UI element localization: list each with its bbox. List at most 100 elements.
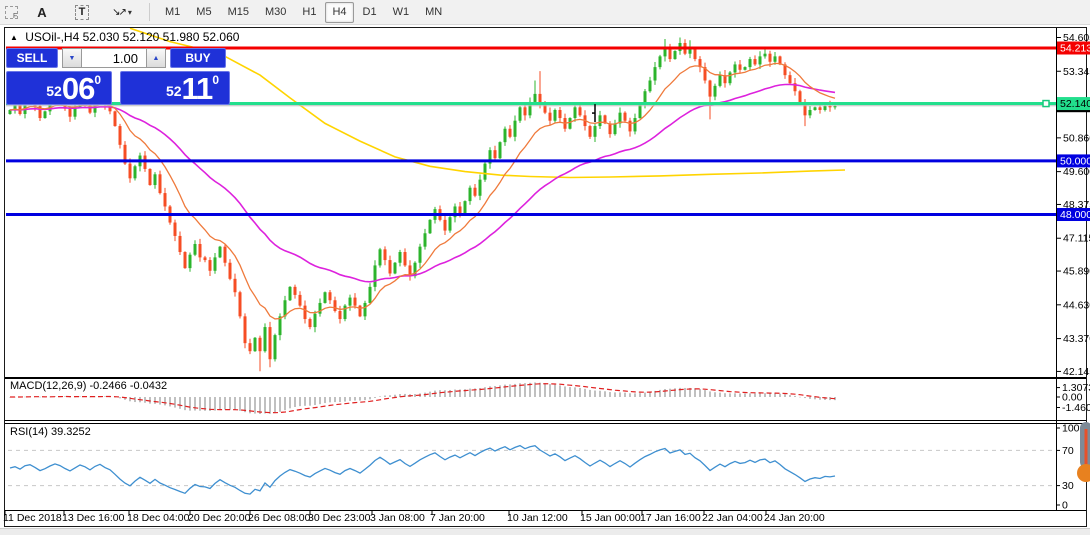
candle-body: [543, 104, 547, 113]
timeframe-button-w1[interactable]: W1: [392, 6, 410, 18]
time-tick-label: 3 Jan 08:00: [370, 512, 425, 524]
macd-histogram-bar: [819, 397, 821, 400]
candle-body: [113, 111, 117, 127]
candle-body: [193, 243, 197, 255]
arrows-tool-button[interactable]: ↘↗ ▾: [105, 1, 139, 23]
timeframe-button-h1[interactable]: H1: [302, 6, 317, 18]
macd-histogram-bar: [509, 384, 511, 397]
candle-body: [668, 48, 672, 60]
collapse-triangle-icon[interactable]: ▲: [10, 33, 18, 42]
volume-increase-button[interactable]: ▲: [146, 48, 166, 68]
volume-decrease-button[interactable]: ▼: [62, 48, 82, 68]
timeframe-button-m5[interactable]: M5: [196, 6, 212, 18]
macd-histogram-bar: [279, 397, 281, 412]
timeframe-button-d1[interactable]: D1: [362, 6, 377, 18]
candle-body: [163, 193, 167, 207]
candle-body: [353, 297, 357, 306]
macd-histogram-bar: [549, 384, 551, 397]
sell-price-prefix: 52: [46, 83, 62, 99]
macd-histogram-bar: [559, 385, 561, 397]
time-tick-label: 7 Jan 20:00: [430, 512, 485, 524]
timeframe-button-m30[interactable]: M30: [264, 6, 287, 18]
price-tick-label: 50.860: [1063, 132, 1090, 144]
price-tick-label: 45.890: [1063, 266, 1090, 278]
candle-body: [178, 235, 182, 253]
macd-histogram-bar: [619, 392, 621, 397]
macd-histogram-bar: [614, 392, 616, 397]
sell-price-display[interactable]: 52 06 0: [6, 71, 112, 105]
thermometer-icon[interactable]: [1076, 421, 1090, 483]
candle-body: [253, 337, 257, 352]
macd-signal-line: [10, 383, 836, 414]
price-line-label: 52.140: [1060, 98, 1090, 110]
candle-body: [478, 179, 482, 196]
candle-body: [323, 292, 327, 303]
candle-body: [498, 142, 502, 159]
candle-body: [748, 59, 752, 68]
candle-body: [558, 109, 562, 119]
candle-body: [363, 302, 367, 317]
candle-body: [428, 219, 432, 234]
candle-body: [383, 249, 387, 261]
line-drag-handle: [1042, 99, 1050, 108]
candle-body: [223, 246, 227, 263]
dashed-box-icon: [5, 6, 18, 19]
candle-body: [293, 286, 297, 295]
candle-body: [743, 67, 747, 70]
candle-body: [213, 257, 217, 271]
macd-histogram-bar: [24, 396, 26, 398]
macd-histogram-bar: [519, 383, 521, 397]
rsi-label: RSI(14) 39.3252: [10, 426, 91, 438]
buy-button[interactable]: BUY: [170, 48, 226, 68]
timeframe-button-mn[interactable]: MN: [425, 6, 443, 18]
macd-histogram-bar: [539, 382, 541, 397]
candle-body: [723, 75, 727, 84]
macd-histogram-bar: [674, 388, 676, 397]
candle-body: [643, 91, 647, 105]
candle-body: [483, 163, 487, 180]
macd-histogram-bar: [624, 392, 626, 397]
price-line-label-box: [1057, 41, 1090, 55]
candle-body: [43, 111, 47, 119]
candle-body: [823, 105, 827, 110]
rsi-tick-label: 70: [1062, 445, 1074, 457]
macd-histogram-bar: [659, 389, 661, 397]
macd-histogram-bar: [119, 397, 121, 399]
timeframe-button-m15[interactable]: M15: [227, 6, 249, 18]
macd-histogram-bar: [314, 397, 316, 406]
macd-histogram-bar: [414, 394, 416, 397]
candle-body: [403, 252, 407, 266]
macd-histogram-bar: [254, 397, 256, 414]
macd-histogram-bar: [544, 383, 546, 397]
macd-histogram-bar: [579, 387, 581, 397]
macd-histogram-bar: [229, 397, 231, 410]
sell-price-sup: 0: [94, 73, 101, 87]
sell-button[interactable]: SELL: [6, 48, 58, 68]
candle-body: [248, 343, 252, 352]
macd-histogram-bar: [709, 391, 711, 397]
macd-histogram-bar: [789, 395, 791, 397]
insert-text-button[interactable]: A: [37, 4, 47, 20]
text-label-button[interactable]: T: [65, 1, 99, 23]
candle-body: [673, 51, 677, 60]
candle-body: [593, 126, 597, 137]
timeframe-button-h4[interactable]: H4: [325, 1, 354, 23]
macd-histogram-bar: [374, 397, 376, 398]
volume-input[interactable]: [82, 48, 146, 68]
candle-body: [833, 105, 837, 108]
macd-histogram-bar: [169, 397, 171, 407]
timeframe-button-m1[interactable]: M1: [165, 6, 181, 18]
macd-histogram-bar: [654, 390, 656, 397]
time-tick-label: 26 Dec 08:00: [248, 512, 311, 524]
candle-body: [693, 48, 697, 60]
candle-body: [308, 319, 312, 328]
buy-price-display[interactable]: 52 11 0: [120, 71, 230, 105]
macd-histogram-bar: [449, 389, 451, 397]
main-chart-area: [6, 28, 1056, 372]
toolbar-grip-icon[interactable]: F: [2, 0, 22, 24]
candle-body: [508, 128, 512, 137]
macd-histogram-bar: [754, 393, 756, 397]
macd-histogram-bar: [214, 397, 216, 411]
candle-body: [803, 101, 807, 116]
